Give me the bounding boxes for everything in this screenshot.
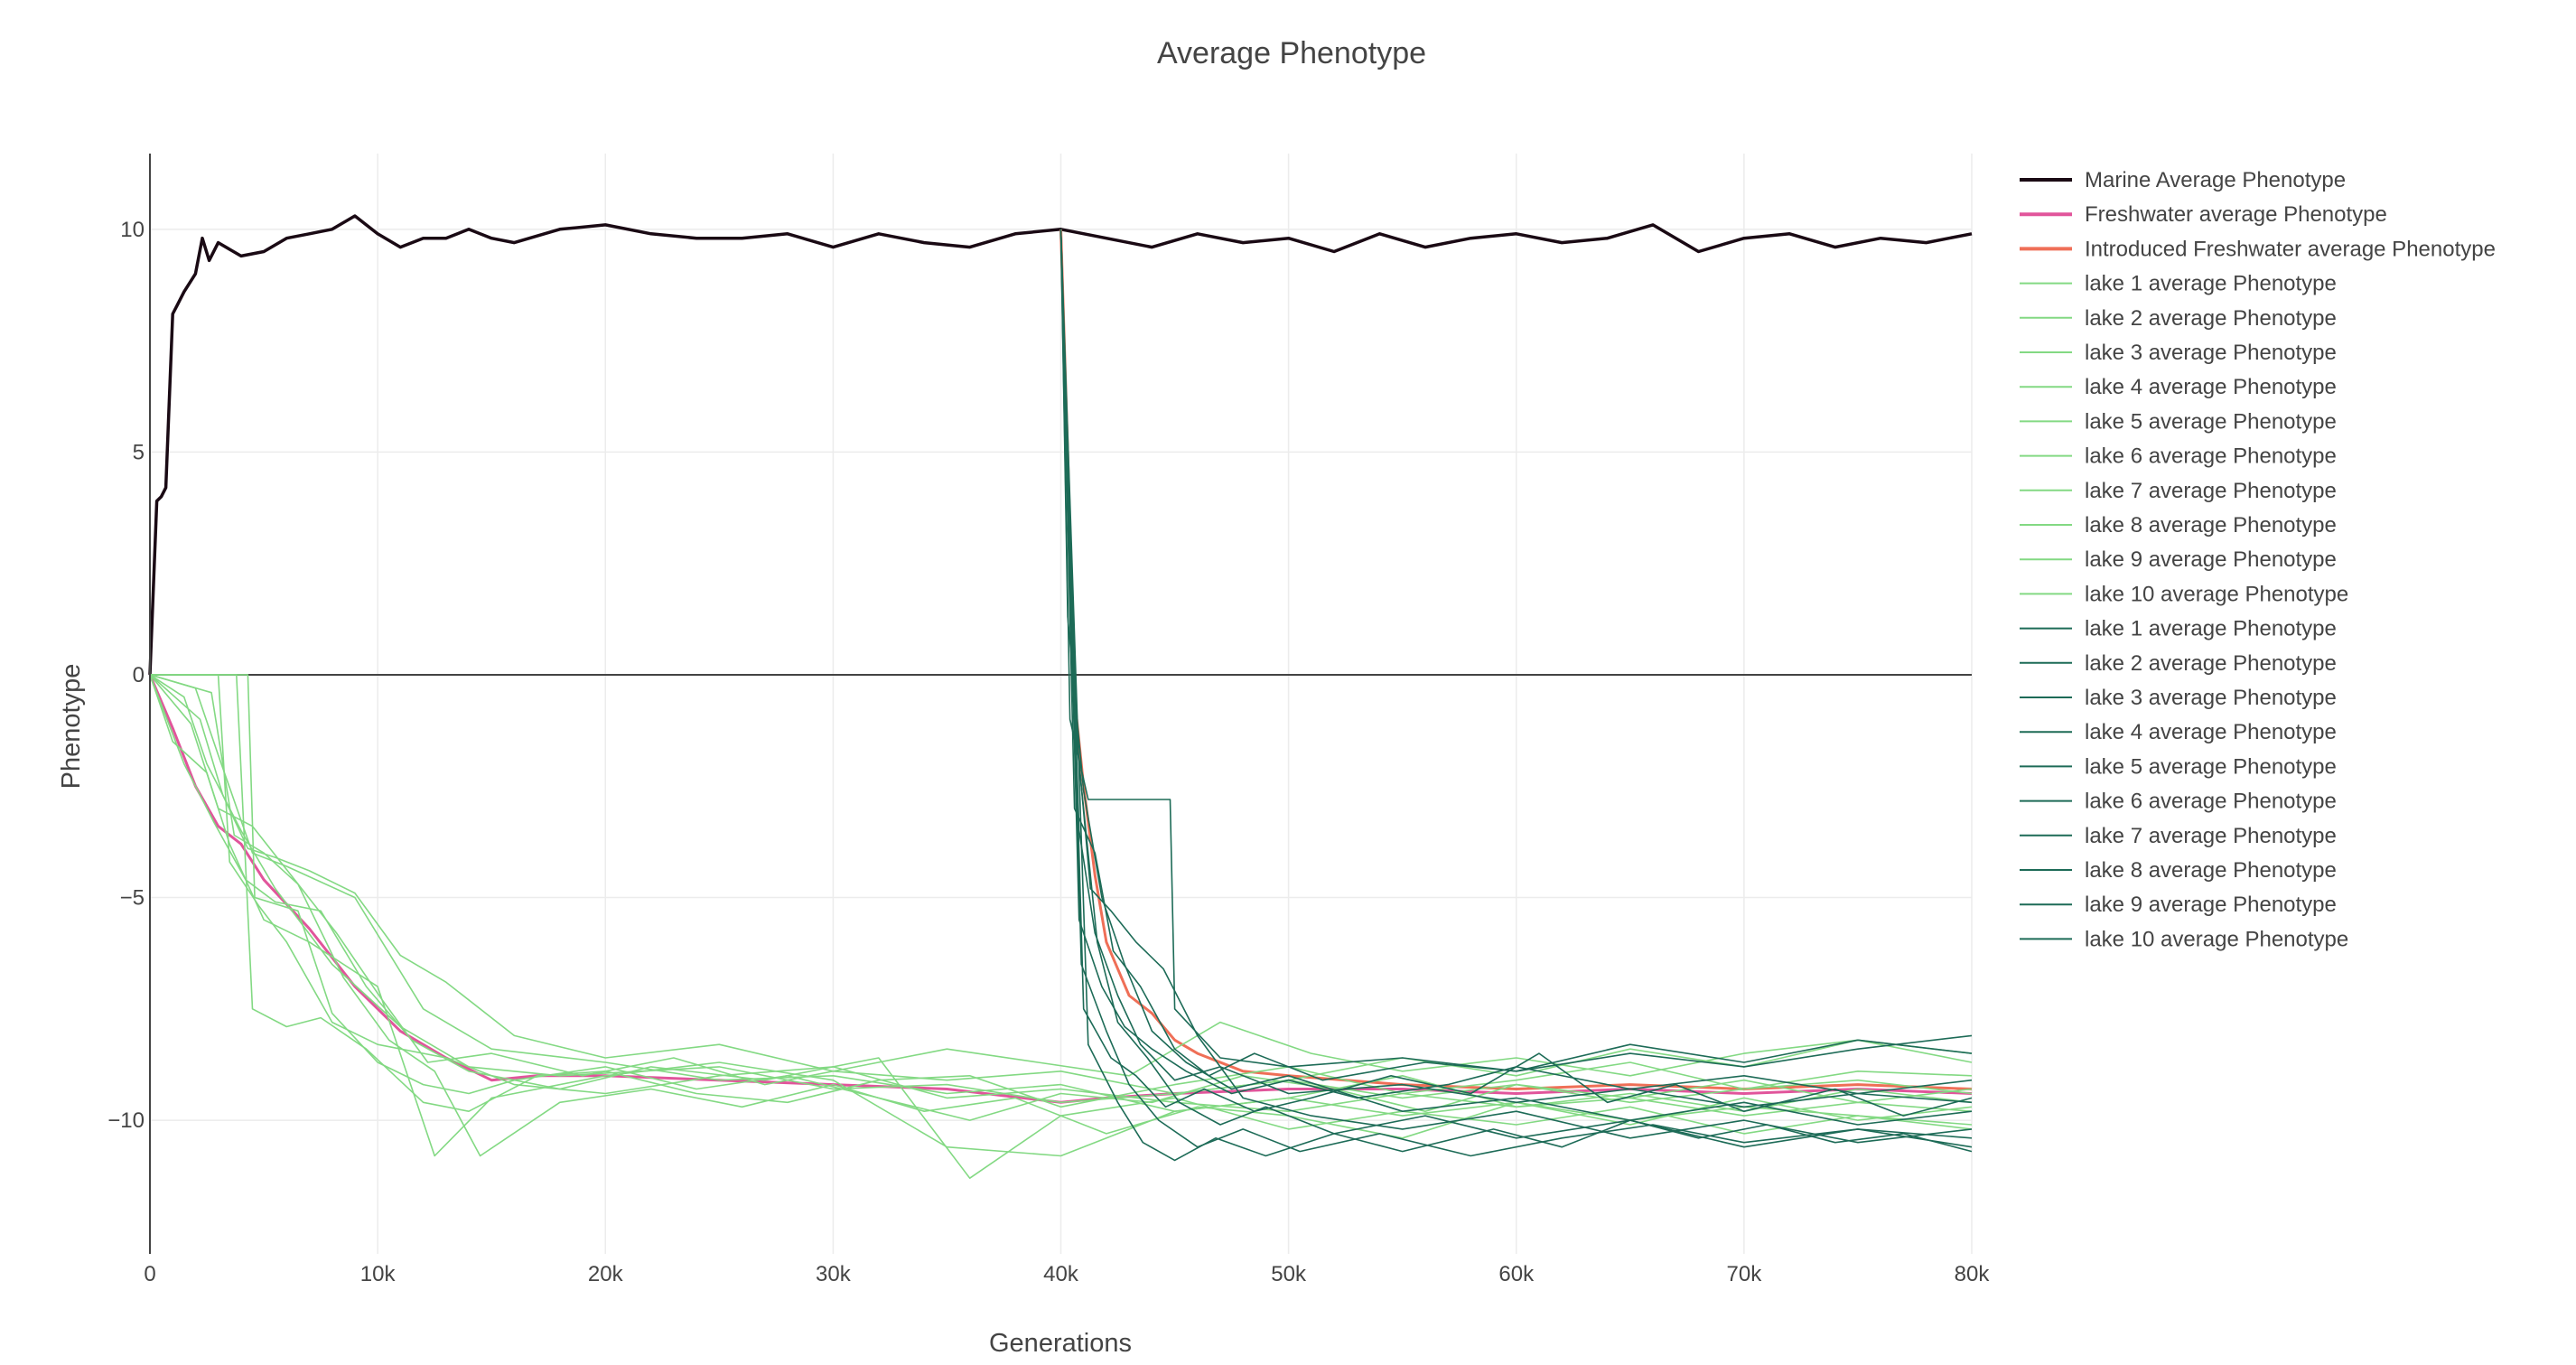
chart-title: Average Phenotype [1157, 36, 1426, 70]
legend-item[interactable]: Introduced Freshwater average Phenotype [2020, 237, 2496, 261]
legend-label: Freshwater average Phenotype [2085, 202, 2387, 227]
series-line-21 [1059, 229, 1973, 1157]
legend-item[interactable]: lake 3 average Phenotype [2020, 341, 2337, 365]
x-tick-label: 60k [1498, 1262, 1535, 1286]
y-tick-label: 10 [120, 218, 145, 242]
series-line-8 [149, 674, 1973, 1179]
x-axis-title: Generations [989, 1329, 1132, 1358]
y-tick-label: 0 [133, 663, 145, 687]
legend-label: Marine Average Phenotype [2085, 168, 2346, 192]
legend-item[interactable]: Marine Average Phenotype [2020, 168, 2346, 192]
legend-label: lake 8 average Phenotype [2085, 513, 2337, 538]
legend-item[interactable]: lake 10 average Phenotype [2020, 927, 2348, 951]
legend-label: lake 8 average Phenotype [2085, 858, 2337, 883]
legend-label: lake 6 average Phenotype [2085, 444, 2337, 469]
legend-item[interactable]: lake 6 average Phenotype [2020, 444, 2337, 469]
series-line-17 [1059, 229, 1973, 1144]
series-line-15 [1059, 229, 1973, 1126]
legend-item[interactable]: lake 2 average Phenotype [2020, 651, 2337, 676]
series-line-20 [1059, 229, 1973, 1099]
legend-label: lake 9 average Phenotype [2085, 893, 2337, 917]
legend-item[interactable]: lake 1 average Phenotype [2020, 617, 2337, 641]
legend-item[interactable]: lake 8 average Phenotype [2020, 858, 2337, 883]
series-line-19 [1059, 229, 1973, 1148]
legend-label: lake 2 average Phenotype [2085, 651, 2337, 676]
x-tick-label: 50k [1271, 1262, 1307, 1286]
series-line-1 [148, 214, 1973, 675]
series-line-22 [1059, 229, 1973, 1117]
grid [150, 154, 1973, 1254]
legend-label: lake 6 average Phenotype [2085, 790, 2337, 814]
x-tick-label: 0 [144, 1262, 155, 1286]
legend-item[interactable]: lake 10 average Phenotype [2020, 582, 2348, 606]
legend-label: lake 10 average Phenotype [2085, 582, 2348, 606]
series-line-18 [1059, 229, 1973, 1081]
legend-label: lake 4 average Phenotype [2085, 720, 2337, 744]
x-tick-label: 70k [1727, 1262, 1763, 1286]
legend-label: Introduced Freshwater average Phenotype [2085, 237, 2496, 261]
y-tick-label: −10 [107, 1108, 145, 1133]
legend-item[interactable]: lake 6 average Phenotype [2020, 790, 2337, 814]
legend-label: lake 4 average Phenotype [2085, 375, 2337, 399]
legend-label: lake 7 average Phenotype [2085, 479, 2337, 503]
legend-item[interactable]: lake 9 average Phenotype [2020, 547, 2337, 572]
legend-label: lake 1 average Phenotype [2085, 617, 2337, 641]
series-line-23 [1059, 229, 1973, 1162]
series-line-16 [1059, 229, 1973, 1072]
legend-label: lake 1 average Phenotype [2085, 272, 2337, 296]
x-tick-label: 30k [816, 1262, 852, 1286]
series-line-13 [150, 674, 1973, 1121]
legend-label: lake 5 average Phenotype [2085, 409, 2337, 434]
legend-label: lake 2 average Phenotype [2085, 306, 2337, 331]
legend-label: lake 7 average Phenotype [2085, 824, 2337, 848]
series-line-7 [150, 674, 1973, 1117]
y-axis-title: Phenotype [57, 664, 86, 790]
legend-item[interactable]: lake 1 average Phenotype [2020, 272, 2337, 296]
legend-item[interactable]: lake 7 average Phenotype [2020, 824, 2337, 848]
x-tick-label: 10k [360, 1262, 397, 1286]
legend-item[interactable]: lake 4 average Phenotype [2020, 720, 2337, 744]
legend-item[interactable]: Freshwater average Phenotype [2020, 202, 2387, 227]
y-tick-label: 5 [133, 440, 145, 464]
x-tick-label: 80k [1955, 1262, 1991, 1286]
legend-item[interactable]: lake 7 average Phenotype [2020, 479, 2337, 503]
legend: Marine Average Phenotype Freshwater avera… [2020, 168, 2496, 951]
legend-label: lake 3 average Phenotype [2085, 686, 2337, 710]
y-tick-label: −5 [120, 886, 145, 911]
legend-item[interactable]: lake 2 average Phenotype [2020, 306, 2337, 331]
legend-item[interactable]: lake 3 average Phenotype [2020, 686, 2337, 710]
series-line-5 [149, 674, 1973, 1112]
x-tick-label: 20k [588, 1262, 624, 1286]
legend-item[interactable]: lake 5 average Phenotype [2020, 409, 2337, 434]
legend-label: lake 5 average Phenotype [2085, 754, 2337, 779]
legend-item[interactable]: lake 4 average Phenotype [2020, 375, 2337, 399]
legend-label: lake 3 average Phenotype [2085, 341, 2337, 365]
series-line-11 [149, 674, 1973, 1157]
legend-label: lake 9 average Phenotype [2085, 547, 2337, 572]
plot-area [148, 214, 1973, 1179]
legend-item[interactable]: lake 9 average Phenotype [2020, 893, 2337, 917]
legend-item[interactable]: lake 8 average Phenotype [2020, 513, 2337, 538]
axes: 0 10k 20k 30k 40k 50k 60k 70k 80k 10 5 0 −5 −10 [107, 154, 1990, 1286]
legend-label: lake 10 average Phenotype [2085, 927, 2348, 951]
series-line-12 [149, 674, 1973, 1086]
legend-item[interactable]: lake 5 average Phenotype [2020, 754, 2337, 779]
x-tick-label: 40k [1043, 1262, 1079, 1286]
